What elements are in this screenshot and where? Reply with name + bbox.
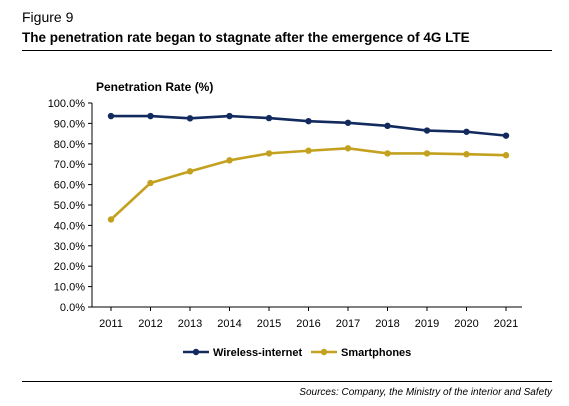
y-tick-label: 90.0% [54, 118, 85, 130]
data-point [384, 122, 391, 130]
y-axis-title: Penetration Rate (%) [96, 80, 213, 94]
data-point [265, 150, 273, 157]
data-point [107, 112, 115, 120]
top-rule [22, 50, 552, 51]
source-note: Sources: Company, the Ministry of the in… [299, 387, 552, 398]
data-point [463, 151, 470, 158]
y-tick-label: 0.0% [60, 302, 85, 314]
data-point [186, 115, 194, 122]
data-point [305, 117, 312, 125]
y-tick-label: 70.0% [54, 159, 85, 171]
figure-label: Figure 9 [22, 9, 74, 25]
data-point [226, 157, 233, 164]
x-tick-label: 2015 [257, 318, 281, 330]
x-tick-label: 2016 [296, 318, 320, 330]
legend-label: Smartphones [341, 347, 411, 359]
x-tick-label: 2019 [415, 318, 439, 330]
data-point [423, 150, 431, 157]
legend-swatch-marker [192, 348, 200, 356]
y-tick-label: 100.0% [48, 98, 86, 110]
data-point [384, 150, 391, 157]
data-point [186, 168, 194, 175]
data-point [107, 216, 115, 223]
data-point [423, 127, 431, 134]
data-point [502, 152, 510, 159]
y-tick-label: 40.0% [54, 220, 85, 232]
x-tick-label: 2014 [217, 318, 241, 330]
y-tick-label: 30.0% [54, 241, 85, 253]
data-point [344, 119, 352, 126]
data-point [226, 112, 233, 120]
data-point [502, 132, 510, 139]
x-tick-label: 2018 [375, 318, 399, 330]
data-point [147, 112, 154, 120]
y-tick-label: 20.0% [54, 261, 85, 273]
x-tick-label: 2013 [178, 318, 202, 330]
x-tick-label: 2011 [99, 318, 123, 330]
x-tick-label: 2021 [494, 318, 518, 330]
data-point [147, 179, 154, 187]
data-point [344, 145, 352, 152]
bottom-rule [22, 381, 552, 382]
x-tick-label: 2020 [454, 318, 478, 330]
legend-label: Wireless-internet [213, 347, 302, 359]
x-tick-label: 2012 [138, 318, 162, 330]
data-point [463, 128, 470, 135]
series-line-smartphones [110, 146, 507, 221]
data-point [265, 114, 273, 122]
y-tick-label: 80.0% [54, 139, 85, 151]
legend-swatch-marker [320, 348, 328, 356]
y-tick-label: 60.0% [54, 180, 85, 192]
data-point [305, 147, 312, 154]
figure-title: The penetration rate began to stagnate a… [22, 30, 470, 45]
x-tick-label: 2017 [336, 318, 360, 330]
y-tick-label: 10.0% [54, 282, 85, 294]
y-tick-label: 50.0% [54, 200, 85, 212]
